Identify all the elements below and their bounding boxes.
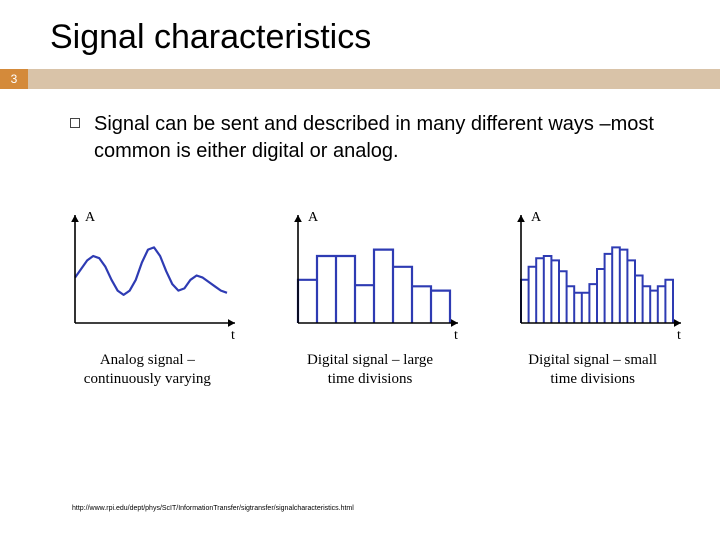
svg-text:A: A [531,210,542,225]
slide-number-badge: 3 [0,69,28,89]
chart-digital-small: A t Digital signal – small time division… [485,195,700,389]
charts-row: A t Analog signal – continuously varying… [0,195,720,389]
chart-svg-1: A t [270,195,470,345]
chart-caption-line1: Digital signal – small [528,351,657,370]
chart-digital-large: A t Digital signal – large time division… [263,195,478,389]
svg-text:A: A [308,210,319,225]
source-citation: http://www.rpi.edu/dept/phys/ScIT/Inform… [72,505,354,512]
svg-text:A: A [85,210,96,225]
accent-bar: 3 [0,69,720,89]
chart-analog: A t Analog signal – continuously varying [40,195,255,389]
chart-caption-1: Digital signal – large time divisions [307,351,433,389]
chart-svg-0: A t [47,195,247,345]
chart-caption-line1: Digital signal – large [307,351,433,370]
chart-caption-line1: Analog signal – [84,351,211,370]
chart-caption-2: Digital signal – small time divisions [528,351,657,389]
page-title: Signal characteristics [50,18,720,57]
svg-text:t: t [454,328,458,343]
chart-svg-2: A t [493,195,693,345]
chart-caption-line2: continuously varying [84,370,211,389]
chart-caption-line2: time divisions [307,370,433,389]
chart-caption-line2: time divisions [528,370,657,389]
svg-text:t: t [231,328,235,343]
svg-text:t: t [677,328,681,343]
bullet-item: Signal can be sent and described in many… [70,111,684,165]
bullet-marker-icon [70,118,80,128]
chart-caption-0: Analog signal – continuously varying [84,351,211,389]
bullet-text: Signal can be sent and described in many… [94,111,684,165]
